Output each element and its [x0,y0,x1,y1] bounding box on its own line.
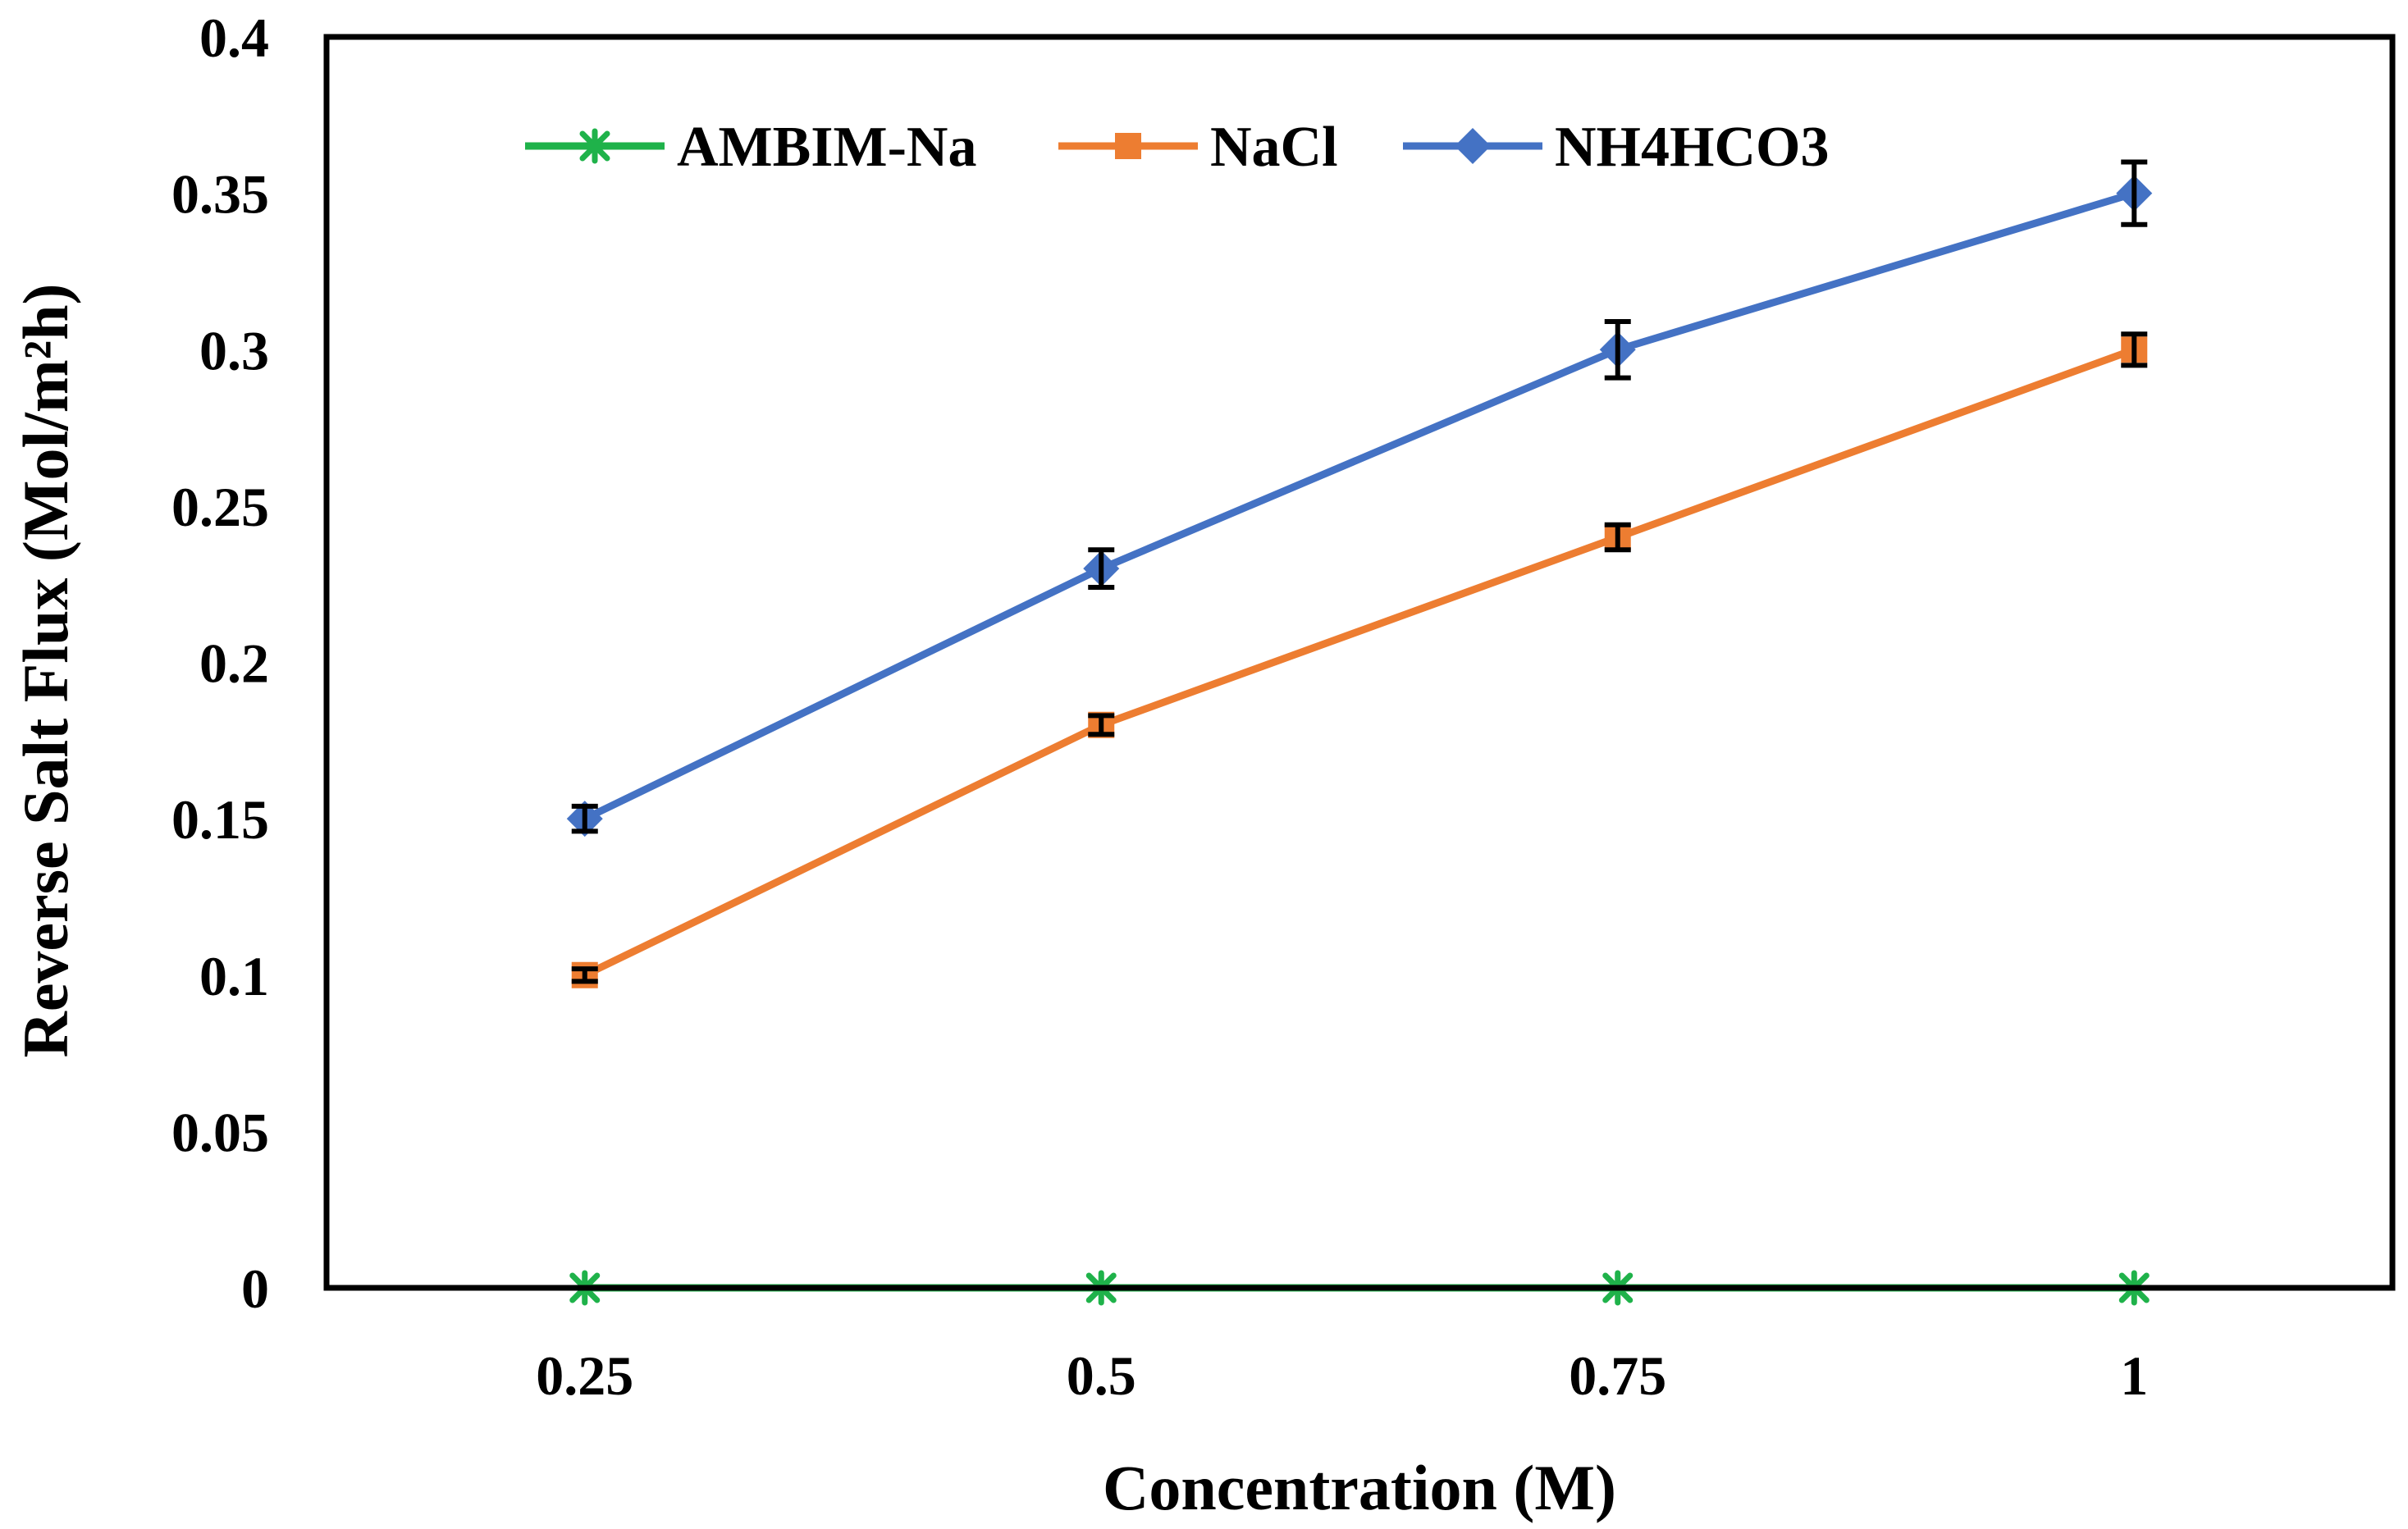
y-axis-title: Reverse Salt Flux (Mol/m²h) [10,283,81,1057]
y-tick-label: 0 [241,1257,269,1320]
y-tick-label: 0.25 [171,476,269,538]
x-axis-title: Concentration (M) [1103,1452,1616,1523]
legend-label: NH4HCO3 [1555,116,1829,179]
error-bar-nacl [1604,522,1631,553]
error-bar-nh4hco3 [1604,318,1631,381]
y-tick-label: 0.35 [171,163,269,226]
y-tick-label: 0.15 [171,788,269,851]
y-tick-label: 0.2 [199,632,269,695]
error-bar-nacl [571,966,598,984]
series-line-nh4hco3 [583,189,2136,823]
error-bar-nacl [2121,331,2148,368]
legend-swatch-marker [1455,128,1491,164]
error-bar-nh4hco3 [2121,159,2148,227]
legend: AMBIM-Na NaCl NH4HCO3 [525,116,1829,179]
x-tick-label: 0.5 [1067,1344,1136,1407]
legend-swatch-marker [579,128,610,164]
series-line-nacl [583,346,2136,979]
legend-label: NaCl [1210,116,1338,179]
error-bar-nh4hco3 [571,803,598,834]
x-tick-label: 0.25 [536,1344,633,1407]
y-axis-ticks: 0 0.05 0.1 0.15 0.2 0.25 0.3 0.35 0.4 [171,7,269,1320]
legend-item-nacl: NaCl [1058,116,1338,179]
error-bar-nh4hco3 [1088,547,1115,590]
plot-area-frame [323,34,2396,1291]
legend-item-ambim-na: AMBIM-Na [525,116,976,179]
legend-label: AMBIM-Na [677,116,976,179]
x-axis-ticks: 0.25 0.5 0.75 1 [536,1344,2148,1407]
x-tick-label: 1 [2120,1344,2148,1407]
y-tick-label: 0.1 [199,945,269,1007]
y-tick-label: 0.4 [199,7,269,69]
y-tick-label: 0.3 [199,319,269,381]
error-bar-nacl [1088,713,1115,737]
legend-item-nh4hco3: NH4HCO3 [1403,116,1829,179]
legend-swatch-marker [1115,133,1141,159]
x-tick-label: 0.75 [1569,1344,1666,1407]
y-tick-label: 0.05 [171,1101,269,1163]
